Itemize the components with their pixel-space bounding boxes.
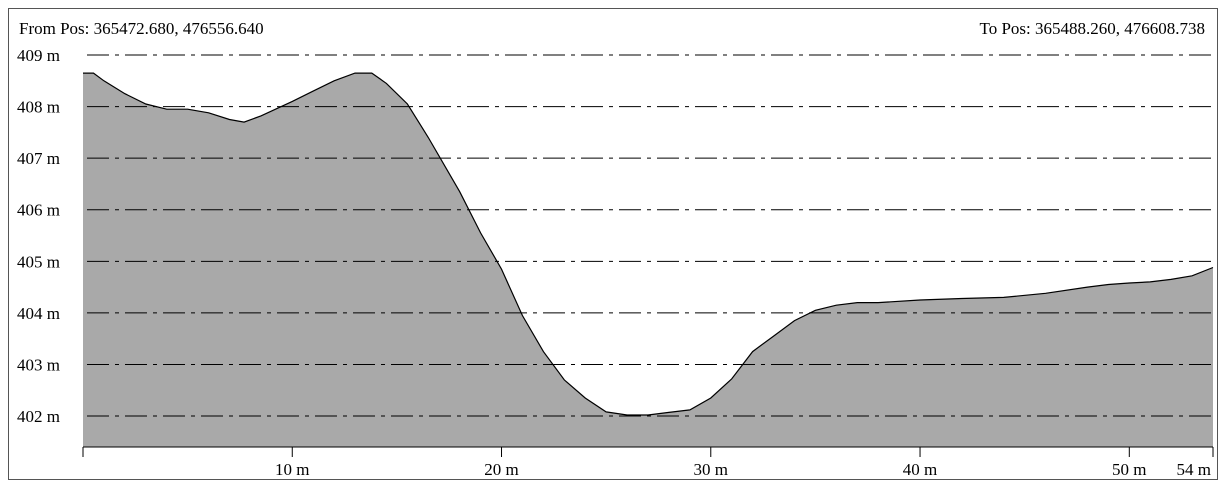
x-tick-label: 40 m (903, 460, 937, 479)
elevation-profile-chart: 409 m 408 m 407 m 406 m 405 m 404 m 403 m 402 m… (17, 46, 1214, 479)
y-tick-label: 402 m (17, 407, 60, 426)
terrain-profile-line (83, 72, 1214, 416)
y-tick-label: 404 m (17, 304, 60, 323)
x-tick-label: 10 m (275, 460, 309, 479)
y-tick-label: 407 m (17, 149, 60, 168)
y-tick-label: 406 m (17, 201, 60, 220)
y-tick-label: 409 m (17, 46, 60, 65)
x-tick-label: 50 m (1112, 460, 1146, 479)
x-tick-label: 20 m (484, 460, 518, 479)
y-tick-label: 405 m (17, 252, 60, 271)
to-position-label: To Pos: 365488.260, 476608.738 (979, 19, 1206, 38)
x-tick-label: 54 m (1177, 460, 1211, 479)
profile-window: From Pos: 365472.680, 476556.640 To Pos:… (8, 8, 1218, 480)
terrain-area (83, 73, 1213, 447)
y-tick-label: 408 m (17, 98, 60, 117)
y-tick-label: 403 m (17, 355, 60, 374)
from-position-label: From Pos: 365472.680, 476556.640 (19, 19, 264, 38)
x-tick-label: 30 m (694, 460, 728, 479)
